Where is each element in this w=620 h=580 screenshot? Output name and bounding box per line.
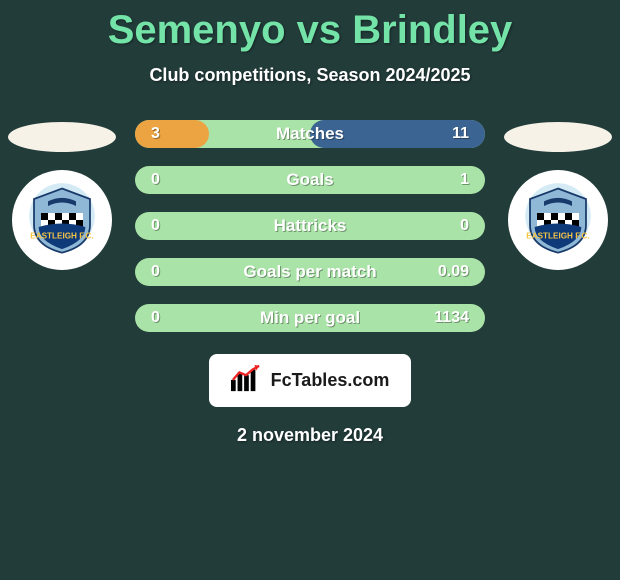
stat-row: 0 Goals 1 — [135, 166, 485, 194]
stat-right-value: 0 — [460, 212, 469, 240]
stat-label: Hattricks — [135, 212, 485, 240]
svg-text:EASTLEIGH F.C.: EASTLEIGH F.C. — [526, 232, 589, 241]
right-team-oval — [504, 122, 612, 152]
brand-text: FcTables.com — [271, 370, 390, 391]
right-club-crest: EASTLEIGH F.C. — [508, 170, 608, 270]
left-player-column: EASTLEIGH F.C. — [8, 122, 116, 270]
right-player-column: EASTLEIGH F.C. — [504, 122, 612, 270]
stat-label: Goals — [135, 166, 485, 194]
stat-row: 0 Min per goal 1134 — [135, 304, 485, 332]
stat-right-value: 0.09 — [438, 258, 469, 286]
subtitle: Club competitions, Season 2024/2025 — [149, 65, 470, 86]
stat-label: Matches — [135, 120, 485, 148]
stat-label: Min per goal — [135, 304, 485, 332]
bar-chart-icon — [231, 364, 261, 397]
svg-text:EASTLEIGH F.C.: EASTLEIGH F.C. — [30, 232, 93, 241]
stat-row: 0 Hattricks 0 — [135, 212, 485, 240]
stats-list: 3 Matches 11 0 Goals 1 0 Hattricks 0 0 G… — [135, 120, 485, 332]
stat-row: 3 Matches 11 — [135, 120, 485, 148]
stat-right-value: 1134 — [434, 304, 469, 332]
stat-row: 0 Goals per match 0.09 — [135, 258, 485, 286]
comparison-card: Semenyo vs Brindley Club competitions, S… — [0, 0, 620, 580]
brand-badge: FcTables.com — [209, 354, 412, 407]
left-club-crest: EASTLEIGH F.C. — [12, 170, 112, 270]
left-team-oval — [8, 122, 116, 152]
crest-icon: EASTLEIGH F.C. — [27, 185, 97, 255]
stat-right-value: 11 — [452, 120, 469, 148]
page-title: Semenyo vs Brindley — [108, 8, 513, 53]
stat-right-value: 1 — [460, 166, 469, 194]
crest-icon: EASTLEIGH F.C. — [523, 185, 593, 255]
date-text: 2 november 2024 — [237, 425, 383, 446]
stat-label: Goals per match — [135, 258, 485, 286]
